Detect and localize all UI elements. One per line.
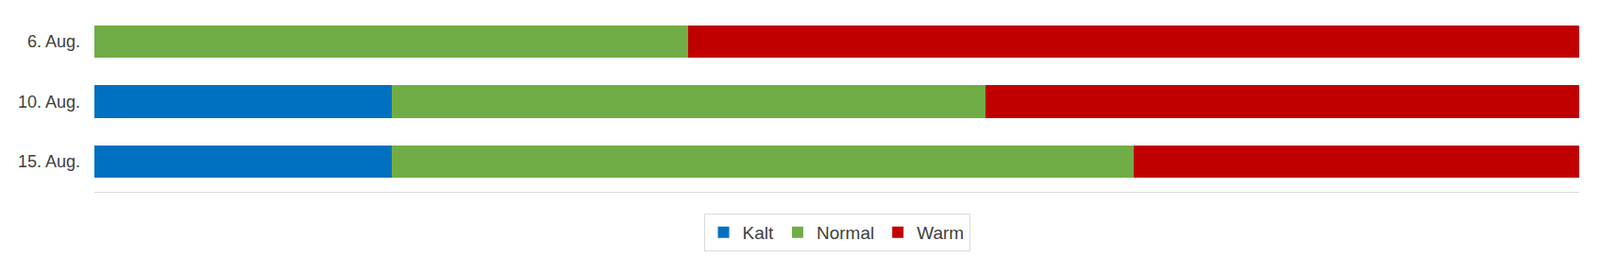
svg-text:6. Aug.: 6. Aug. <box>27 32 81 51</box>
svg-text:10. Aug.: 10. Aug. <box>17 92 81 112</box>
svg-text:15. Aug.: 15. Aug. <box>17 151 81 171</box>
svg-text:Kalt: Kalt <box>742 222 775 243</box>
svg-text:Normal: Normal <box>816 222 875 243</box>
svg-text:Warm: Warm <box>916 222 964 243</box>
